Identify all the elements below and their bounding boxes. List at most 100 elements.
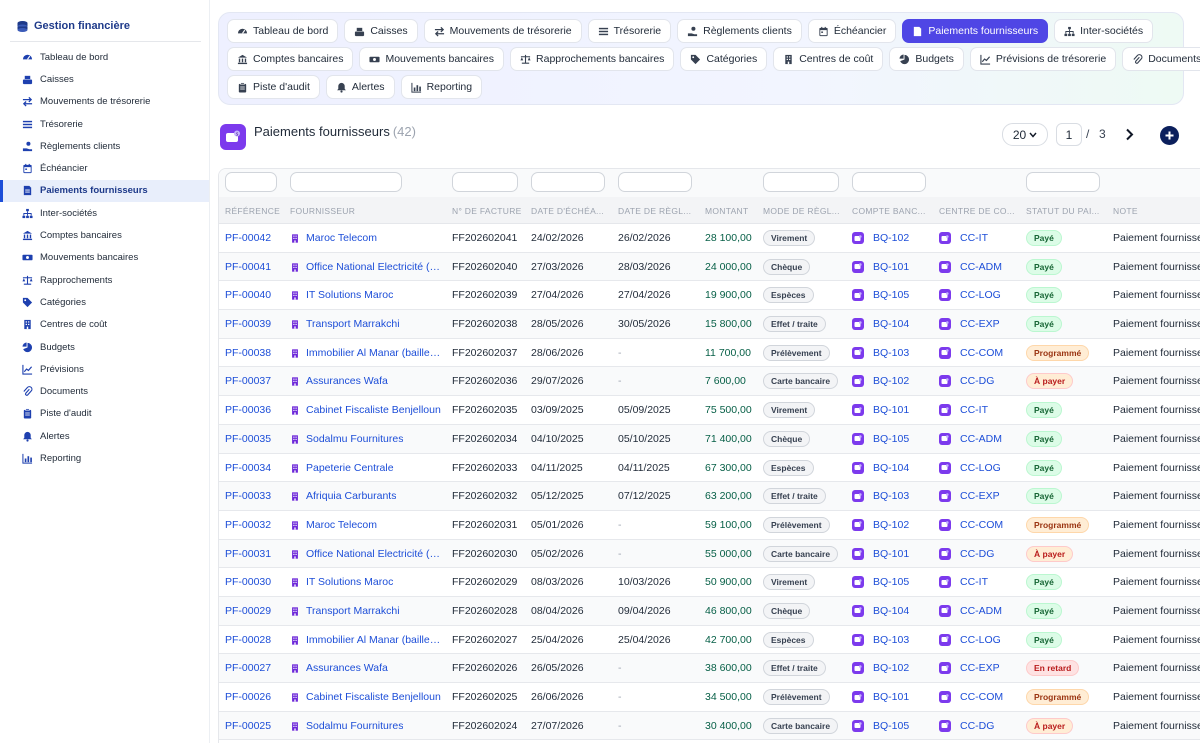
bank-account-link[interactable]: BQ-105 bbox=[873, 719, 910, 732]
reference-link[interactable]: PF-00029 bbox=[225, 604, 272, 617]
column-header-reference[interactable]: RÉFÉRENCE bbox=[225, 206, 281, 216]
sidebar-item-previsions[interactable]: Prévisions bbox=[0, 358, 209, 380]
bank-account-link[interactable]: BQ-104 bbox=[873, 318, 910, 331]
tab-comptes-bancaires[interactable]: Comptes bancaires bbox=[227, 47, 354, 71]
column-header-payment-date[interactable]: DATE DE RÈGL... bbox=[618, 206, 692, 216]
tab-tableau-de-bord[interactable]: Tableau de bord bbox=[227, 19, 339, 43]
supplier-link[interactable]: IT Solutions Maroc bbox=[306, 576, 394, 589]
bank-account-link[interactable]: BQ-101 bbox=[873, 547, 910, 560]
cost-center-link[interactable]: CC-DG bbox=[960, 547, 995, 560]
bank-account-link[interactable]: BQ-105 bbox=[873, 576, 910, 589]
tab-budgets[interactable]: Budgets bbox=[889, 47, 964, 71]
table-row[interactable]: PF-00033 Afriquia Carburants FF202602032 05… bbox=[219, 482, 1200, 511]
add-payment-button[interactable] bbox=[1160, 126, 1179, 145]
sidebar-item-tableau-de-bord[interactable]: Tableau de bord bbox=[0, 46, 209, 68]
bank-account-link[interactable]: BQ-101 bbox=[873, 691, 910, 703]
sidebar-item-reglements-clients[interactable]: Règlements clients bbox=[0, 135, 209, 157]
bank-account-link[interactable]: BQ-103 bbox=[873, 633, 910, 646]
table-row[interactable]: PF-00042 Maroc Telecom FF202602041 24/02/20… bbox=[219, 224, 1200, 253]
bank-account-link[interactable]: BQ-105 bbox=[873, 432, 910, 445]
tab-previsions-de-tresorerie[interactable]: Prévisions de trésorerie bbox=[969, 47, 1117, 71]
table-row[interactable]: PF-00034 Papeterie Centrale FF202602033 04/… bbox=[219, 454, 1200, 483]
cost-center-link[interactable]: CC-ADM bbox=[960, 604, 1002, 617]
supplier-link[interactable]: Sodalmu Fournitures bbox=[306, 432, 404, 445]
cost-center-link[interactable]: CC-IT bbox=[960, 576, 988, 589]
cost-center-link[interactable]: CC-COM bbox=[960, 691, 1004, 703]
supplier-link[interactable]: Maroc Telecom bbox=[306, 232, 377, 244]
column-header-bank-account[interactable]: COMPTE BANC... bbox=[852, 206, 926, 216]
tab-caisses[interactable]: Caisses bbox=[344, 19, 418, 43]
supplier-link[interactable]: Transport Marrakchi bbox=[306, 318, 400, 331]
supplier-link[interactable]: Afriquia Carburants bbox=[306, 490, 397, 503]
page-size-select[interactable]: 20 bbox=[1002, 123, 1048, 146]
sidebar-item-rapprochements[interactable]: Rapprochements bbox=[0, 269, 209, 291]
cost-center-link[interactable]: CC-COM bbox=[960, 518, 1004, 531]
table-row[interactable]: PF-00041 Office National Electricité (ONE… bbox=[219, 252, 1200, 282]
reference-link[interactable]: PF-00035 bbox=[225, 432, 272, 445]
cost-center-link[interactable]: CC-ADM bbox=[960, 260, 1002, 273]
column-filter-input[interactable] bbox=[452, 172, 518, 192]
table-row[interactable]: PF-00038 Immobilier Al Manar (bailleur) FF… bbox=[219, 339, 1200, 368]
reference-link[interactable]: PF-00032 bbox=[225, 518, 272, 531]
table-row[interactable]: PF-00026 Cabinet Fiscaliste Benjelloun FF2… bbox=[219, 683, 1200, 712]
tab-reglements-clients[interactable]: Règlements clients bbox=[677, 19, 802, 43]
supplier-link[interactable]: Immobilier Al Manar (bailleur) bbox=[306, 346, 442, 359]
table-row[interactable]: PF-00035 Sodalmu Fournitures FF202602034 04… bbox=[219, 424, 1200, 454]
column-header-amount[interactable]: MONTANT bbox=[705, 206, 749, 216]
sidebar-item-tresorerie[interactable]: Trésorerie bbox=[0, 113, 209, 135]
supplier-link[interactable]: Transport Marrakchi bbox=[306, 604, 400, 617]
tab-mouvements-de-tresorerie[interactable]: Mouvements de trésorerie bbox=[423, 19, 582, 43]
tab-inter-societes[interactable]: Inter-sociétés bbox=[1054, 19, 1154, 43]
tab-echeancier[interactable]: Échéancier bbox=[807, 19, 897, 43]
bank-account-link[interactable]: BQ-104 bbox=[873, 604, 910, 617]
supplier-link[interactable]: Assurances Wafa bbox=[306, 662, 388, 675]
table-row[interactable]: PF-00040 IT Solutions Maroc FF202602039 27/… bbox=[219, 281, 1200, 311]
column-filter-input[interactable] bbox=[290, 172, 402, 192]
reference-link[interactable]: PF-00028 bbox=[225, 633, 272, 646]
supplier-link[interactable]: Cabinet Fiscaliste Benjelloun bbox=[306, 691, 441, 703]
reference-link[interactable]: PF-00037 bbox=[225, 375, 272, 388]
tab-piste-d-audit[interactable]: Piste d'audit bbox=[227, 75, 320, 99]
supplier-link[interactable]: IT Solutions Maroc bbox=[306, 289, 394, 302]
cost-center-link[interactable]: CC-EXP bbox=[960, 662, 1000, 675]
cost-center-link[interactable]: CC-IT bbox=[960, 232, 988, 244]
supplier-link[interactable]: Sodalmu Fournitures bbox=[306, 719, 404, 732]
sidebar-item-inter-societes[interactable]: Inter-sociétés bbox=[0, 202, 209, 224]
sidebar-item-centres-de-cout[interactable]: Centres de coût bbox=[0, 314, 209, 336]
next-page-button[interactable] bbox=[1121, 125, 1137, 143]
reference-link[interactable]: PF-00042 bbox=[225, 232, 272, 244]
cost-center-link[interactable]: CC-LOG bbox=[960, 633, 1001, 646]
sidebar-item-budgets[interactable]: Budgets bbox=[0, 336, 209, 358]
tab-tresorerie[interactable]: Trésorerie bbox=[587, 19, 672, 43]
bank-account-link[interactable]: BQ-104 bbox=[873, 461, 910, 474]
table-row[interactable]: PF-00036 Cabinet Fiscaliste Benjelloun FF2… bbox=[219, 396, 1200, 425]
tab-mouvements-bancaires[interactable]: Mouvements bancaires bbox=[359, 47, 505, 71]
reference-link[interactable]: PF-00025 bbox=[225, 719, 272, 732]
bank-account-link[interactable]: BQ-101 bbox=[873, 404, 910, 417]
reference-link[interactable]: PF-00041 bbox=[225, 260, 272, 273]
column-header-note[interactable]: NOTE bbox=[1113, 206, 1138, 216]
bank-account-link[interactable]: BQ-105 bbox=[873, 289, 910, 302]
bank-account-link[interactable]: BQ-101 bbox=[873, 260, 910, 273]
cost-center-link[interactable]: CC-DG bbox=[960, 719, 995, 732]
column-filter-input[interactable] bbox=[1026, 172, 1100, 192]
tab-documents[interactable]: Documents bbox=[1122, 47, 1200, 71]
supplier-link[interactable]: Cabinet Fiscaliste Benjelloun bbox=[306, 404, 441, 417]
reference-link[interactable]: PF-00039 bbox=[225, 318, 272, 331]
sidebar-item-paiements-fournisseurs[interactable]: Paiements fournisseurs bbox=[0, 179, 209, 203]
cost-center-link[interactable]: CC-COM bbox=[960, 346, 1004, 359]
bank-account-link[interactable]: BQ-102 bbox=[873, 662, 910, 675]
reference-link[interactable]: PF-00033 bbox=[225, 490, 272, 503]
sidebar-item-categories[interactable]: Catégories bbox=[0, 291, 209, 313]
bank-account-link[interactable]: BQ-103 bbox=[873, 490, 910, 503]
sidebar-item-alertes[interactable]: Alertes bbox=[0, 425, 209, 447]
reference-link[interactable]: PF-00040 bbox=[225, 289, 272, 302]
cost-center-link[interactable]: CC-LOG bbox=[960, 461, 1001, 474]
cost-center-link[interactable]: CC-LOG bbox=[960, 289, 1001, 302]
bank-account-link[interactable]: BQ-102 bbox=[873, 375, 910, 388]
sidebar-item-echeancier[interactable]: Échéancier bbox=[0, 157, 209, 179]
sidebar-item-comptes-bancaires[interactable]: Comptes bancaires bbox=[0, 224, 209, 246]
table-row[interactable]: PF-00039 Transport Marrakchi FF202602038 28… bbox=[219, 310, 1200, 339]
reference-link[interactable]: PF-00031 bbox=[225, 547, 272, 560]
supplier-link[interactable]: Assurances Wafa bbox=[306, 375, 388, 388]
